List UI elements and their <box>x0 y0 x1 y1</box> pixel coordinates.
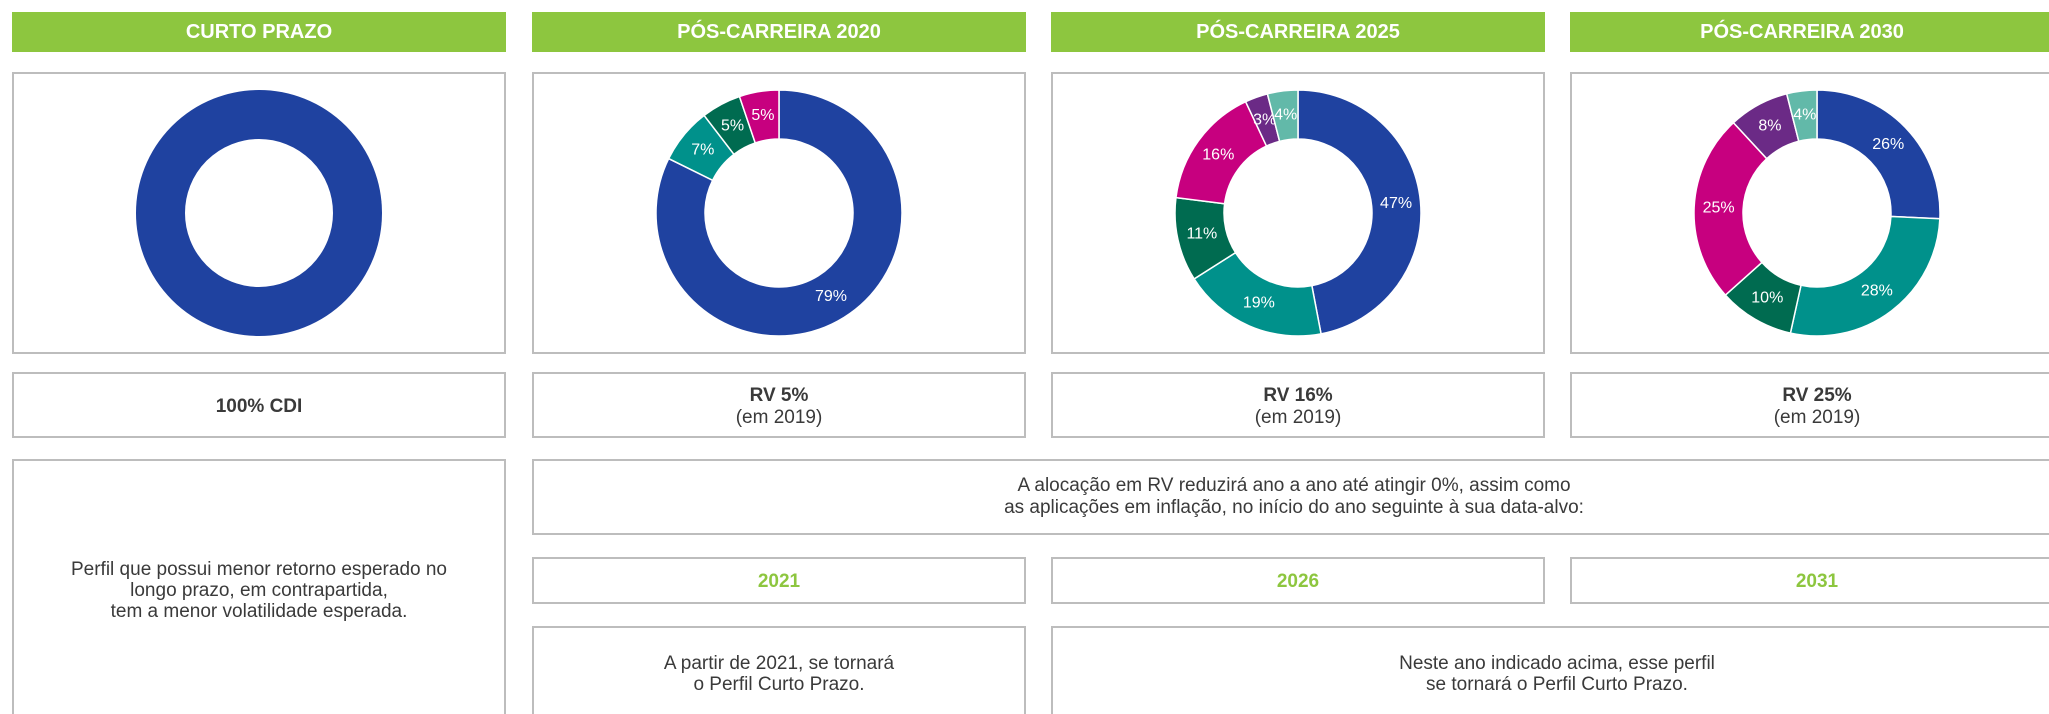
outcome-line: Neste ano indicado acima, esse perfil <box>1399 653 1715 674</box>
slice-label: 4% <box>1793 106 1816 123</box>
description-line: Perfil que possui menor retorno esperado… <box>70 559 448 580</box>
column-header: CURTO PRAZO <box>12 12 506 52</box>
donut-slice <box>136 90 382 336</box>
summary: RV 16% <box>1263 385 1333 406</box>
summary-box <box>532 372 1026 438</box>
summary: RV 5% <box>749 385 809 406</box>
donut-slice <box>1816 89 1941 220</box>
transition-line: A alocação em RV reduzirá ano a ano até … <box>1017 475 1571 496</box>
summary-box <box>1051 372 1545 438</box>
donut-slice <box>1297 89 1422 335</box>
donut-slice <box>1266 89 1299 143</box>
transition-line: as aplicações em inflação, no início do … <box>1004 497 1584 518</box>
slice-label: 5% <box>721 117 744 134</box>
slice-label: 16% <box>1202 146 1234 163</box>
summary: 100% CDI <box>215 396 303 417</box>
year-box <box>1570 557 2049 604</box>
summary-note: (em 2019) <box>735 407 823 428</box>
outcome-box <box>1051 626 2049 714</box>
slice-label: 10% <box>1751 289 1783 306</box>
donut-slice <box>655 89 903 337</box>
slice-label: 8% <box>1758 118 1781 135</box>
outcome-line: A partir de 2021, se tornará <box>663 653 895 674</box>
slice-label: 25% <box>1703 200 1735 217</box>
outcome-line: o Perfil Curto Prazo. <box>693 674 865 695</box>
description-line: longo prazo, em contrapartida, <box>130 580 388 601</box>
slice-label: 4% <box>1274 106 1297 123</box>
column-header: PÓS-CARREIRA 2030 <box>1570 12 2049 52</box>
slice-label: 5% <box>751 107 774 124</box>
column-header: PÓS-CARREIRA 2020 <box>532 12 1026 52</box>
slice-label: 79% <box>815 288 847 305</box>
summary-note: (em 2019) <box>1254 407 1342 428</box>
year-box <box>532 557 1026 604</box>
year-box <box>1051 557 1545 604</box>
slice-label: 3% <box>1253 112 1276 129</box>
year: 2021 <box>757 571 801 592</box>
column-header: PÓS-CARREIRA 2025 <box>1051 12 1545 52</box>
slice-label: 19% <box>1243 295 1275 312</box>
slice-label: 7% <box>691 142 714 159</box>
slice-label: 47% <box>1380 195 1412 212</box>
transition-box <box>532 459 2049 535</box>
summary: RV 25% <box>1782 385 1852 406</box>
slice-label: 26% <box>1872 136 1904 153</box>
donut-slice <box>1785 89 1818 143</box>
outcome-line: se tornará o Perfil Curto Prazo. <box>1426 674 1688 695</box>
year: 2031 <box>1795 571 1839 592</box>
donut-slice <box>1789 215 1941 337</box>
summary-note: (em 2019) <box>1773 407 1861 428</box>
outcome-box <box>532 626 1026 714</box>
donut-slice <box>738 89 780 144</box>
description-line: tem a menor volatilidade esperada. <box>110 601 408 622</box>
description-box <box>12 459 506 714</box>
slice-label: 11% <box>1186 226 1217 243</box>
summary-box <box>12 372 506 438</box>
slice-label: 28% <box>1861 282 1893 299</box>
year: 2026 <box>1276 571 1320 592</box>
summary-box <box>1570 372 2049 438</box>
